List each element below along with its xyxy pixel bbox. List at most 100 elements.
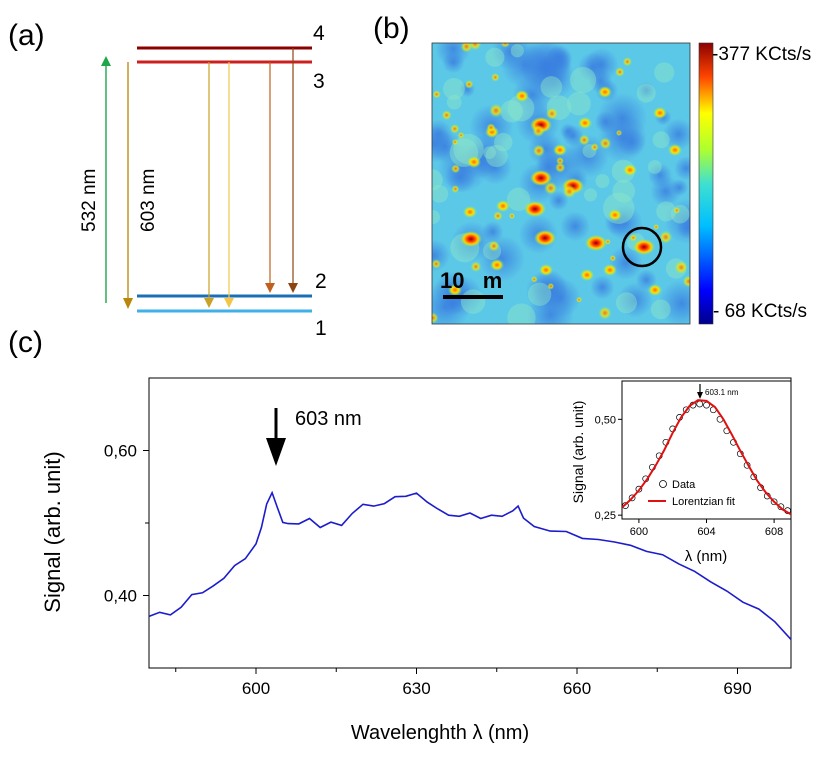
map-background-blob [560, 211, 591, 242]
map-background-blob [500, 99, 523, 123]
emission-arrowhead [123, 298, 133, 309]
emitter-spot [659, 230, 673, 244]
decay-arrowhead-2 [224, 298, 234, 308]
map-background-blob [670, 178, 689, 197]
map-background-blob [510, 44, 524, 58]
emitter-spot [532, 144, 546, 157]
emitter-spot [490, 72, 500, 82]
map-background-blob [652, 131, 670, 149]
emitter-spot [578, 117, 592, 129]
panel-a-label: (a) [8, 19, 45, 52]
emitter-spot [555, 162, 566, 173]
emitter-spot [578, 134, 590, 146]
inset-x-tick-label: 608 [765, 526, 783, 538]
excitation-label: 532 nm [79, 169, 100, 232]
fluorescence-map [432, 43, 690, 324]
emitter-spot [486, 123, 496, 133]
emitter-spot [432, 312, 439, 324]
map-background-blob [617, 282, 653, 318]
main-y-tick-label: 0,60 [104, 442, 137, 461]
emitter-spot [451, 164, 461, 174]
map-background-blob [527, 282, 552, 306]
emission-label: 603 nm [138, 169, 159, 232]
emitter-spot [562, 184, 577, 199]
emitter-spot [682, 275, 690, 288]
map-background-blob [432, 185, 449, 203]
map-background-blob [637, 81, 655, 100]
data-point [628, 494, 636, 502]
lorentzian-fit-line [622, 399, 791, 516]
map-background-blob [506, 187, 531, 212]
emitter-spot [432, 90, 441, 99]
map-background-blob [494, 132, 513, 152]
map-background-blob [670, 204, 690, 224]
map-background-blob [590, 275, 615, 300]
map-background-blob [432, 130, 462, 164]
inset-x-axis-label: λ (nm) [685, 548, 728, 565]
decay-arrowhead-1 [204, 298, 214, 308]
map-background-blob [485, 47, 505, 67]
inset-plot: 600 604 608 0,25 0,50 λ (nm) Signal (arb. un… [570, 380, 792, 565]
data-point [622, 502, 629, 509]
panel-b-label: (b) [373, 12, 410, 45]
data-point [777, 503, 785, 511]
emitter-spot [544, 181, 558, 195]
colorbar-min-label: - 68 KCts/s [713, 301, 807, 322]
emitter-spot [460, 231, 482, 247]
map-background-blob [432, 210, 440, 225]
map-background-blob [567, 91, 591, 116]
emitter-spot [599, 137, 612, 150]
legend-fit-label: Lorentzian fit [672, 496, 735, 508]
map-background-blob [491, 43, 530, 71]
peak-arrowhead [266, 438, 286, 466]
colorbar-max-label: -377 KCts/s [712, 44, 811, 65]
level-2-label: 2 [315, 270, 327, 293]
emitter-spot [633, 239, 655, 255]
emitter-spot [547, 282, 555, 290]
map-background-blob [443, 77, 465, 100]
panel-c: (c) 600 630 660 690 0,40 0,60 Wavelenghth λ (… [8, 326, 792, 744]
inset-peak-annotation: 603.1 nm [705, 388, 739, 397]
main-x-tick-label: 660 [563, 679, 591, 698]
scale-bar-label: 10 m [440, 268, 502, 293]
map-background-blob [559, 123, 577, 140]
panel-a: (a) 4 3 2 1 532 nm 603 nm [8, 19, 327, 340]
decay-arrowhead-3 [265, 283, 275, 293]
emitter-spot [467, 156, 481, 168]
map-background-blob [583, 188, 598, 202]
emitter-spot [545, 107, 559, 120]
inset-x-tick-label: 604 [697, 526, 715, 538]
emitter-spot [615, 129, 623, 137]
emitter-spot [608, 209, 622, 221]
emitter-spot [457, 131, 465, 139]
map-background-blob [460, 289, 486, 314]
main-x-tick-label: 630 [402, 679, 430, 698]
level-1-label: 1 [315, 317, 327, 340]
emitter-spot [500, 43, 511, 48]
legend-data-marker [659, 480, 667, 488]
inset-y-axis-label: Signal (arb. unit) [570, 401, 586, 504]
level-3-label: 3 [313, 70, 325, 93]
emitter-spot [648, 284, 662, 296]
emitter-spot [496, 200, 510, 212]
level-4-label: 4 [313, 22, 325, 45]
emitter-spot [590, 142, 599, 152]
panel-c-label: (c) [8, 326, 43, 359]
map-background-blob [674, 156, 690, 181]
map-background-blob [650, 299, 671, 320]
main-x-tick-label: 690 [723, 679, 751, 698]
emitter-spot [470, 261, 482, 272]
inset-x-tick-label: 600 [630, 526, 648, 538]
emitter-spot [463, 206, 477, 218]
main-x-axis-label: Wavelenghth λ (nm) [351, 722, 529, 744]
map-background-blob [658, 279, 690, 324]
map-background-blob [507, 303, 536, 324]
emitter-spot [448, 284, 462, 296]
emitter-spot [532, 124, 545, 138]
main-x-tick-label: 600 [242, 679, 270, 698]
map-background-blob [595, 174, 610, 188]
excitation-arrowhead [101, 56, 111, 66]
emitter-spot [490, 259, 504, 271]
peak-annotation: 603 nm [295, 408, 362, 430]
